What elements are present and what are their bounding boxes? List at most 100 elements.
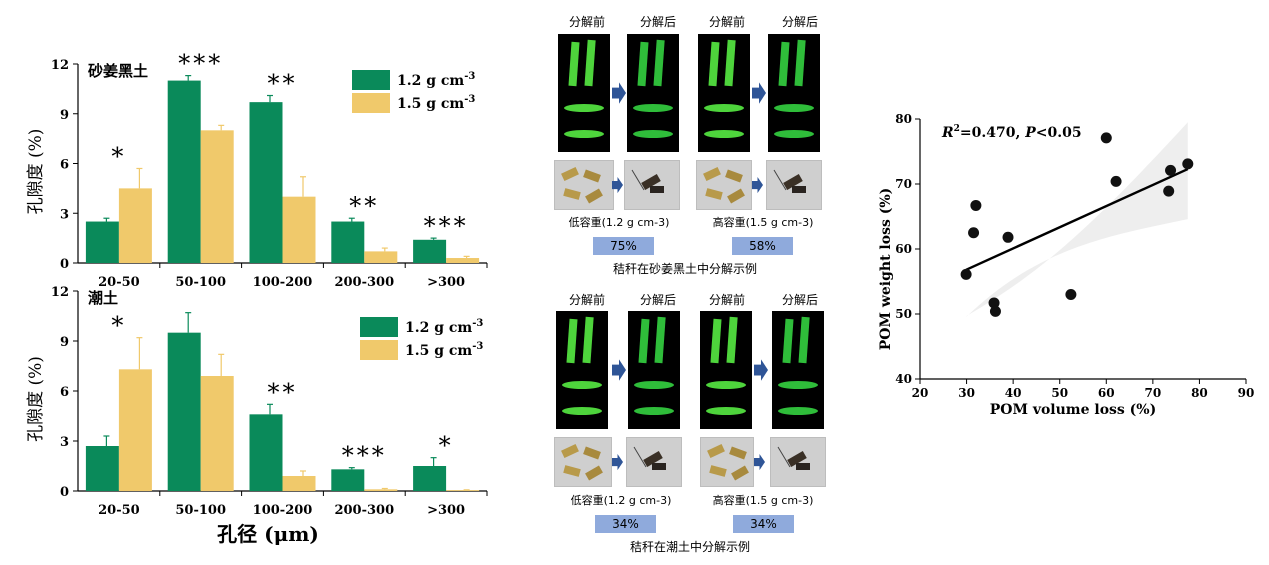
x-tick-label: 70 — [1145, 386, 1162, 400]
scatter-point — [988, 297, 1000, 309]
y-tick-label: 3 — [60, 435, 69, 450]
bar-low-density — [167, 80, 201, 263]
x-tick-label: 20-50 — [98, 503, 140, 518]
percent-badge-low-bottom: 34% — [595, 515, 656, 533]
x-tick-label: 50 — [1051, 386, 1068, 400]
bar-low-density — [85, 221, 119, 263]
straw-strip — [794, 39, 806, 87]
percent-badge-high-top: 58% — [732, 237, 793, 255]
bar-high-density — [282, 476, 316, 491]
residue-piece — [652, 463, 666, 470]
after-label-bottom-left: 分解后 — [639, 293, 676, 307]
straw-strip — [798, 316, 810, 364]
straw-strip — [633, 104, 673, 112]
x-tick-label: 30 — [958, 386, 975, 400]
significance-marker: *** — [424, 212, 469, 240]
y-tick-label: 0 — [60, 485, 69, 500]
high-density-label-top: 高容重(1.5 g cm-3) — [712, 216, 814, 229]
y-tick-label: 80 — [895, 112, 912, 126]
scatter-chart: 40 50 60 70 80 20 30 40 50 60 70 80 90 POM volume los… — [878, 112, 1255, 418]
legend-swatch — [360, 317, 398, 337]
bar-high-density — [200, 130, 234, 263]
straw-piece — [563, 188, 581, 200]
straw-strip — [710, 318, 722, 364]
straw-piece — [709, 465, 727, 477]
straw-strip — [774, 104, 814, 112]
scatter-point — [1110, 175, 1122, 187]
residue-fiber — [773, 169, 787, 191]
straw-strip — [704, 104, 744, 112]
arrow-icon — [752, 82, 766, 104]
straw-strip — [582, 316, 594, 364]
bar-high-density — [282, 196, 316, 263]
straw-piece — [707, 443, 725, 459]
arrow-icon — [612, 454, 623, 471]
arrow-icon — [612, 359, 626, 381]
straw-strip — [782, 318, 794, 364]
before-label-top-left: 分解前 — [568, 15, 605, 29]
bar-high-density — [118, 369, 152, 491]
x-tick-label: 100-200 — [253, 275, 313, 290]
before-label-bottom-left: 分解前 — [568, 293, 605, 307]
significance-marker: *** — [178, 50, 223, 78]
legend-label: 1.5 g cm-3 — [397, 94, 475, 112]
y-axis-label: 孔隙度 (%) — [26, 356, 46, 442]
percent-badge-high-bottom: 34% — [733, 515, 794, 533]
straw-strip — [634, 407, 674, 415]
straw-strip — [654, 316, 666, 364]
caption-bottom: 秸秆在潮土中分解示例 — [629, 540, 750, 554]
x-tick-label: 90 — [1238, 386, 1255, 400]
panel-label: 潮土 — [88, 289, 118, 307]
bar-low-density — [249, 102, 283, 264]
low-density-label-bottom: 低容重(1.2 g cm-3) — [570, 494, 672, 507]
arrow-icon — [752, 177, 763, 194]
y-tick-label: 50 — [895, 307, 912, 321]
bar-high-density — [364, 489, 398, 491]
straw-strip — [704, 130, 744, 138]
bar-high-density — [364, 251, 398, 263]
x-tick-label: 200-300 — [334, 503, 394, 518]
x-axis-label: POM volume loss (%) — [990, 402, 1157, 418]
legend-swatch — [352, 70, 390, 90]
straw-strip — [584, 39, 596, 87]
x-tick-label: 80 — [1191, 386, 1208, 400]
scatter-point — [989, 305, 1001, 317]
arrow-icon — [754, 359, 768, 381]
y-tick-label: 40 — [895, 372, 912, 386]
straw-piece — [729, 446, 747, 460]
y-tick-label: 60 — [895, 242, 912, 256]
residue-fiber — [633, 446, 647, 468]
legend-swatch — [352, 93, 390, 113]
percent-badge-low-top: 75% — [593, 237, 654, 255]
x-tick-label: >300 — [427, 275, 465, 290]
scatter-point — [1002, 231, 1014, 243]
bar-high-density — [446, 490, 480, 491]
bar-low-density — [249, 414, 283, 491]
after-label-top-right: 分解后 — [781, 15, 818, 29]
y-tick-label: 3 — [60, 207, 69, 222]
x-tick-label: 40 — [1005, 386, 1022, 400]
residue-piece — [650, 186, 664, 193]
residue-piece — [792, 186, 806, 193]
x-axis-label: 孔径 (μm) — [217, 522, 319, 546]
significance-marker: ** — [268, 378, 298, 406]
x-tick-label: 50-100 — [175, 503, 226, 518]
y-axis-label: POM weight loss (%) — [878, 188, 894, 351]
straw-piece — [703, 166, 721, 182]
residue-piece — [641, 174, 661, 190]
bar-low-density — [331, 221, 365, 263]
x-tick-label: >300 — [427, 503, 465, 518]
straw-piece — [705, 188, 723, 200]
arrow-icon — [612, 82, 626, 104]
scatter-point — [1165, 164, 1177, 176]
before-label-bottom-right: 分解前 — [708, 293, 745, 307]
legend-swatch — [360, 340, 398, 360]
y-tick-label: 12 — [51, 285, 69, 300]
straw-strip — [562, 381, 602, 389]
y-tick-label: 9 — [60, 335, 69, 350]
x-tick-label: 20-50 — [98, 275, 140, 290]
straw-strip — [564, 104, 604, 112]
straw-strip — [706, 381, 746, 389]
bar-low-density — [413, 239, 447, 263]
